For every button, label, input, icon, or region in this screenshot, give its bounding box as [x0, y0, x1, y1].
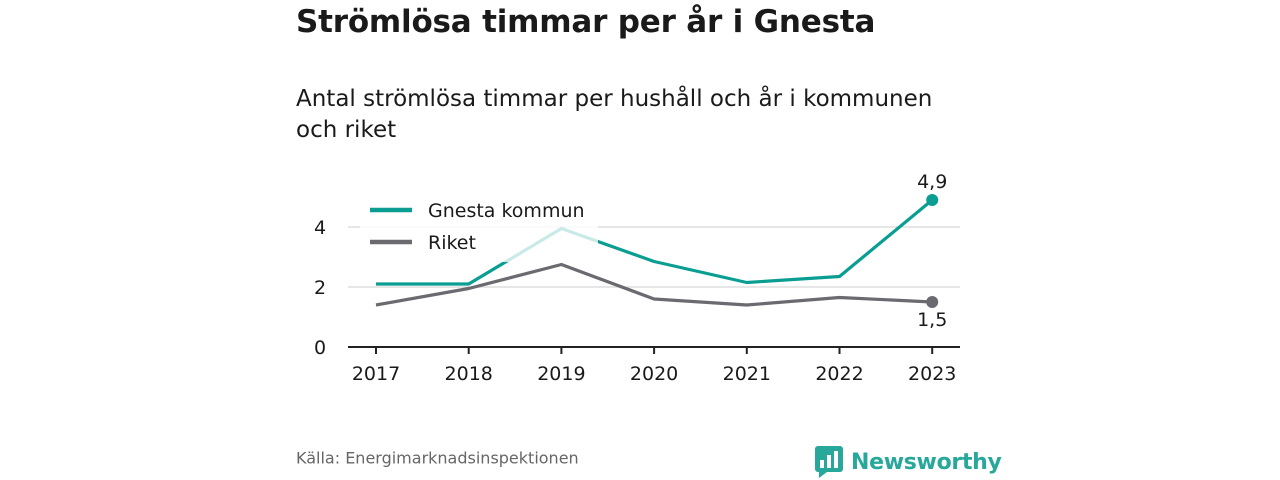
- data-label-riket: 1,5: [917, 309, 947, 331]
- brand-logo: Newsworthy: [815, 446, 1002, 478]
- line-chart: 0 2 4 2017 2018 2019 2020 2021 2022 2023 4,9 1,5 Gne…: [314, 171, 960, 385]
- end-point-gnesta: [926, 194, 939, 206]
- brand-name: Newsworthy: [851, 449, 1002, 475]
- y-tick-label: 4: [314, 217, 326, 239]
- y-tick-label: 2: [314, 277, 326, 299]
- x-tick-label: 2019: [537, 363, 585, 385]
- x-tick-label: 2017: [352, 363, 400, 385]
- series-line-riket: [375, 262, 933, 307]
- data-label-gnesta: 4,9: [917, 171, 947, 193]
- x-tick-label: 2021: [723, 363, 771, 385]
- source-note: Källa: Energimarknadsinspektionen: [296, 448, 579, 468]
- series-line-gnesta: [376, 198, 934, 286]
- x-tick-label: 2023: [908, 363, 956, 385]
- legend-background: [360, 192, 598, 262]
- legend-label-gnesta: Gnesta kommun: [428, 200, 585, 222]
- legend-label-riket: Riket: [428, 232, 476, 254]
- end-point-riket: [926, 296, 939, 308]
- y-tick-label: 0: [314, 337, 326, 359]
- x-tick-label: 2022: [815, 363, 863, 385]
- newsworthy-logo-icon: [815, 446, 843, 478]
- chart-title: Strömlösa timmar per år i Gnesta: [296, 4, 876, 40]
- x-tick-label: 2018: [445, 363, 493, 385]
- x-tick-label: 2020: [630, 363, 678, 385]
- chart-subtitle: Antal strömlösa timmar per hushåll och å…: [296, 86, 933, 143]
